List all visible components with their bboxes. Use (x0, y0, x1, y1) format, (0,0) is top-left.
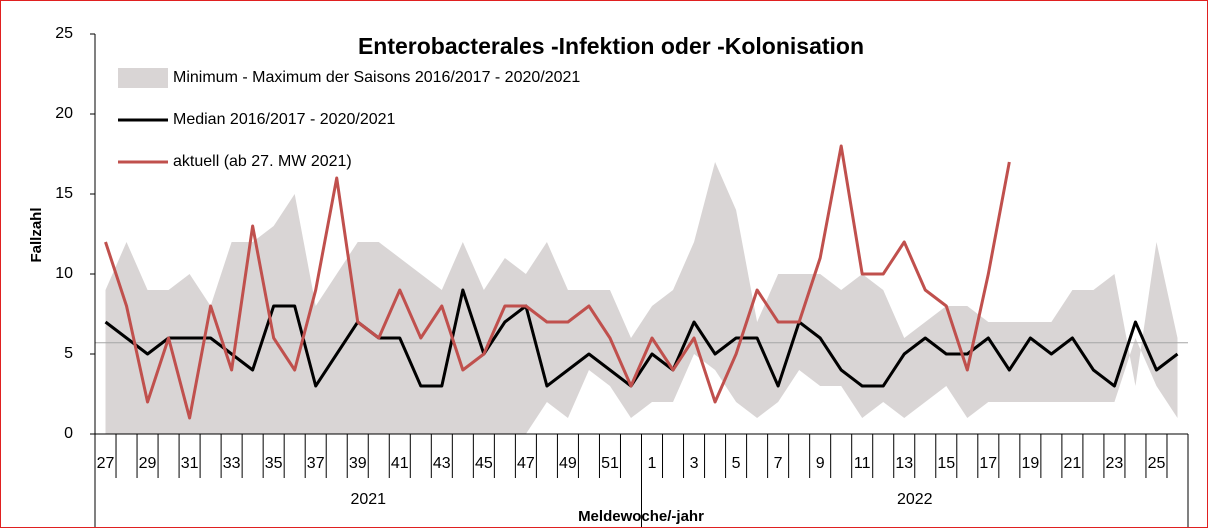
y-tick-label: 20 (55, 105, 73, 122)
y-tick-label: 10 (55, 265, 73, 282)
x-tick-label: 35 (265, 455, 283, 472)
x-tick-label: 47 (517, 455, 535, 472)
x-tick-label: 33 (223, 455, 241, 472)
series-line (104, 144, 1011, 420)
chart-title: Enterobacterales -Infektion oder -Koloni… (358, 33, 864, 59)
x-tick-label: 17 (979, 455, 997, 472)
x-tick-label: 39 (349, 455, 367, 472)
x-tick-label: 27 (97, 455, 115, 472)
x-tick-label: 51 (601, 455, 619, 472)
x-tick-label: 21 (1063, 455, 1081, 472)
x-tick-label: 41 (391, 455, 409, 472)
y-tick-label: 5 (64, 345, 73, 362)
x-tick-label: 15 (937, 455, 955, 472)
range-area (105, 162, 1178, 434)
series-line (104, 288, 1179, 388)
y-tick-label: 25 (55, 25, 73, 42)
x-tick-label: 31 (181, 455, 199, 472)
x-tick-label: 19 (1021, 455, 1039, 472)
x-tick-label: 7 (774, 455, 783, 472)
y-axis-label: Fallzahl (28, 207, 45, 262)
legend-label: aktuell (ab 27. MW 2021) (173, 153, 352, 170)
x-tick-label: 11 (854, 455, 871, 472)
x-tick-label: 45 (475, 455, 493, 472)
x-tick-label: 49 (559, 455, 577, 472)
group-label: 2022 (897, 491, 933, 508)
group-label: 2021 (350, 491, 386, 508)
x-tick-label: 25 (1148, 455, 1166, 472)
legend-label: Minimum - Maximum der Saisons 2016/2017 … (173, 69, 580, 86)
legend-swatch (118, 68, 168, 88)
x-tick-label: 3 (690, 455, 699, 472)
y-tick-label: 0 (64, 425, 73, 442)
x-tick-label: 23 (1106, 455, 1124, 472)
x-tick-label: 1 (648, 455, 657, 472)
x-tick-label: 37 (307, 455, 325, 472)
x-tick-label: 9 (816, 455, 825, 472)
x-tick-label: 43 (433, 455, 451, 472)
x-tick-label: 5 (732, 455, 741, 472)
y-tick-label: 15 (55, 185, 73, 202)
x-tick-label: 29 (139, 455, 157, 472)
legend-label: Median 2016/2017 - 2020/2021 (173, 111, 396, 128)
x-tick-label: 13 (895, 455, 913, 472)
